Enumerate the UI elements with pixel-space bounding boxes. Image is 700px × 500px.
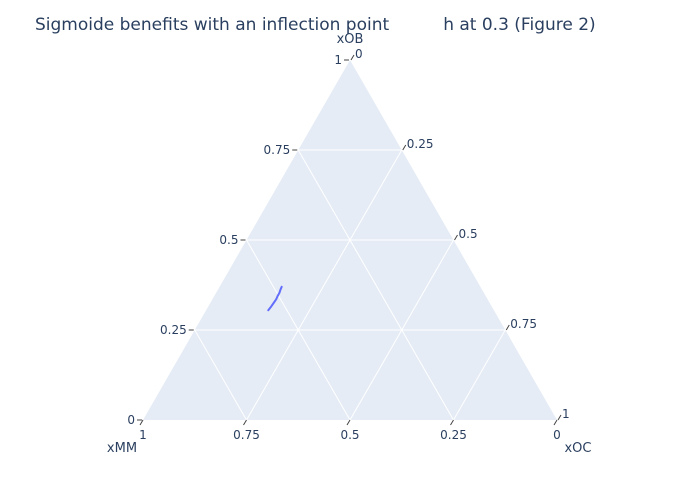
tick-mark-xoc bbox=[557, 414, 562, 421]
tick-label-xob: 0.5 bbox=[219, 233, 238, 247]
axis-title-xoc: xOC bbox=[564, 441, 591, 456]
grid-line-xmm bbox=[194, 329, 247, 421]
axis-title-xob: xOB bbox=[337, 32, 364, 47]
tick-label-xob: 0.25 bbox=[160, 323, 187, 337]
tick-mark-xoc bbox=[402, 144, 407, 151]
grid-line-xoc bbox=[453, 329, 506, 421]
series-layer bbox=[267, 285, 283, 312]
grid-line-xoc bbox=[246, 149, 403, 421]
tick-mark-xoc bbox=[454, 234, 458, 241]
tick-label-xmm: 0.25 bbox=[440, 428, 467, 442]
tick-mark-xmm bbox=[346, 419, 351, 426]
tick-mark-xmm bbox=[450, 419, 454, 426]
tick-label-xoc: 1 bbox=[562, 407, 570, 421]
tick-label-xoc: 0.5 bbox=[459, 227, 478, 241]
chart-title: Sigmoide benefits with an inflection poi… bbox=[35, 15, 596, 35]
tick-label-xob: 1 bbox=[334, 53, 342, 67]
tick-label-xob: 0 bbox=[127, 413, 135, 427]
tick-label-xmm: 0.75 bbox=[233, 428, 260, 442]
tick-label-xoc: 0 bbox=[355, 47, 363, 61]
tick-label-xoc: 0.75 bbox=[510, 317, 537, 331]
tick-mark-xmm bbox=[553, 419, 558, 426]
axis-title-xmm: xMM bbox=[107, 441, 137, 456]
tick-label-xob: 0.75 bbox=[264, 143, 291, 157]
tick-label-xmm: 0 bbox=[553, 428, 561, 442]
tick-label-xoc: 0.25 bbox=[407, 137, 434, 151]
tick-mark-xoc bbox=[350, 54, 355, 61]
tick-label-xmm: 1 bbox=[139, 428, 147, 442]
grid-line-xmm bbox=[297, 149, 454, 421]
series-line bbox=[267, 285, 283, 312]
tick-label-xmm: 0.5 bbox=[340, 428, 359, 442]
tick-mark-xoc bbox=[505, 324, 510, 331]
tick-mark-xmm bbox=[139, 419, 144, 426]
grid-line-xmm bbox=[246, 239, 351, 421]
grid-line-xoc bbox=[349, 239, 454, 421]
tick-mark-xmm bbox=[243, 419, 247, 426]
grid-lines bbox=[194, 149, 506, 421]
